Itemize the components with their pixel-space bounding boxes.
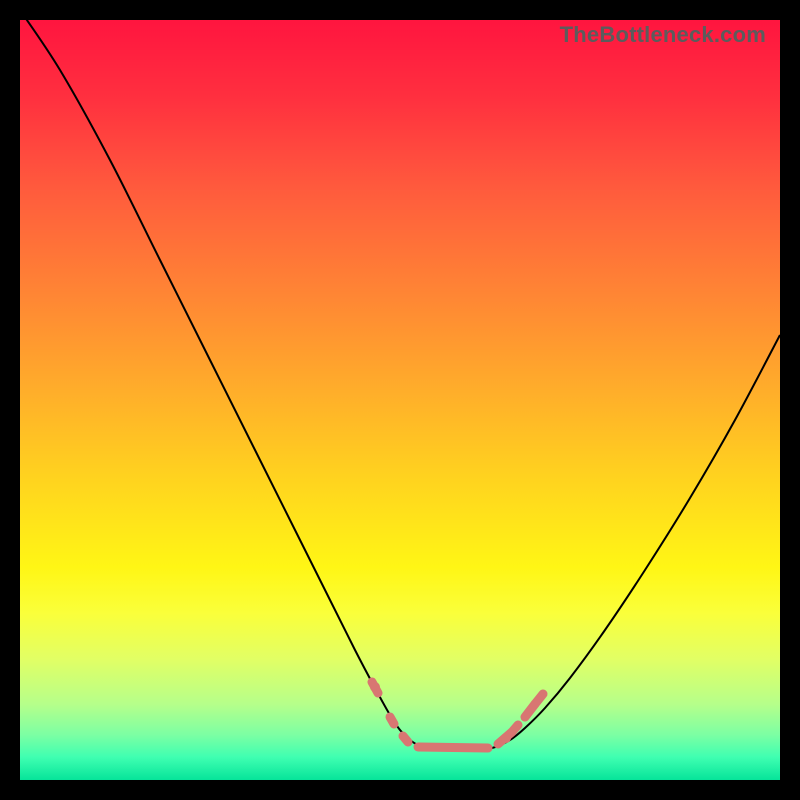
bottleneck-curve: [20, 20, 780, 750]
watermark-text: TheBottleneck.com: [560, 22, 766, 48]
marker-segment: [403, 736, 408, 742]
marker-segment: [418, 747, 488, 748]
plot-area: TheBottleneck.com: [20, 20, 780, 780]
marker-segment: [390, 717, 394, 724]
curve-layer: [20, 20, 780, 780]
marker-segment: [535, 694, 543, 704]
marker-segment: [512, 725, 518, 732]
bottom-pink-markers: [370, 682, 543, 748]
marker-dot: [501, 733, 511, 743]
marker-dot: [370, 682, 380, 692]
